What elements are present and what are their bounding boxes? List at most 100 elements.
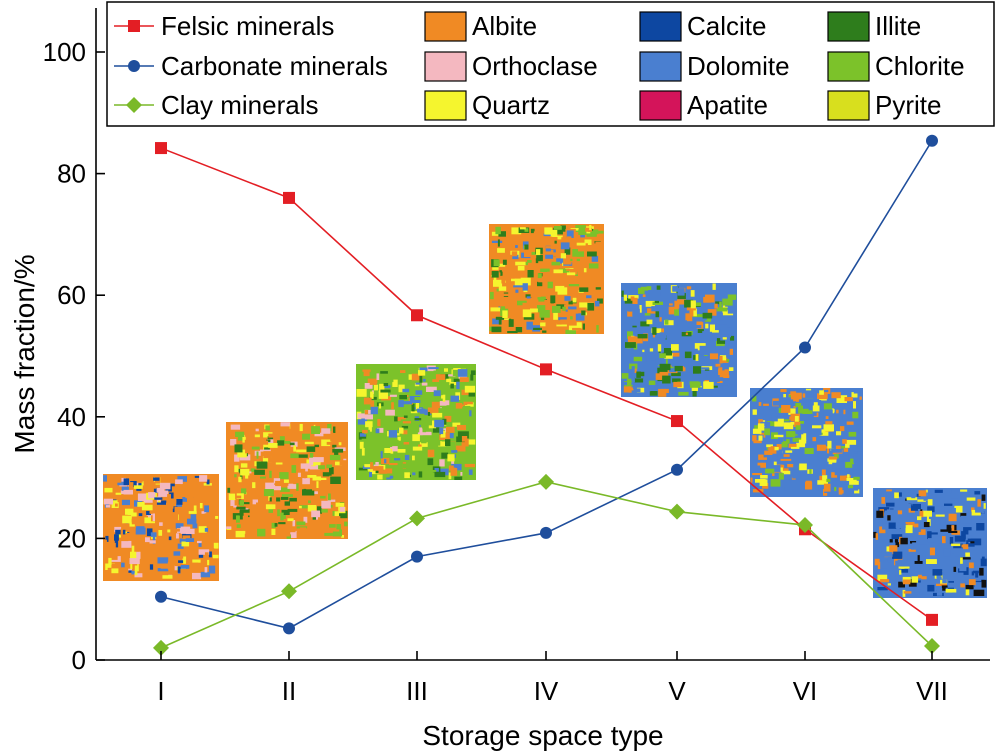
- mineral-grain: [160, 564, 170, 569]
- mineral-grain: [109, 507, 117, 513]
- mineral-grain: [752, 473, 762, 476]
- mineral-grain: [281, 494, 293, 497]
- mineral-grain: [707, 309, 717, 316]
- mineral-grain: [277, 440, 285, 446]
- mineral-grain: [572, 257, 577, 264]
- mineral-grain: [386, 477, 392, 480]
- mineral-grain: [151, 522, 160, 528]
- mineral-grain: [902, 579, 911, 585]
- mineral-grain: [166, 483, 175, 487]
- mineral-grain: [971, 571, 975, 576]
- mineral-swatch: [639, 11, 682, 42]
- mineral-grain: [245, 447, 248, 454]
- mineral-grain: [894, 492, 899, 499]
- mineral-grain: [579, 302, 588, 308]
- mineral-grain: [312, 491, 318, 495]
- mineral-grain: [975, 545, 979, 554]
- mineral-grain: [671, 344, 679, 351]
- mineral-grain: [194, 475, 202, 478]
- mineral-grain: [838, 465, 849, 473]
- mineral-grain: [536, 249, 541, 256]
- mineral-grain: [719, 290, 724, 297]
- mineral-grain: [631, 366, 635, 373]
- mineral-legend-entry: Dolomite: [639, 51, 790, 82]
- mineral-grain: [718, 369, 729, 378]
- mineral-grain: [235, 431, 245, 437]
- mineral-grain: [564, 304, 569, 310]
- mineral-grain: [932, 569, 943, 576]
- mineral-grain: [840, 426, 845, 432]
- mineral-grain: [312, 476, 322, 481]
- mineral-grain: [523, 305, 530, 310]
- mineral-grain: [401, 425, 409, 429]
- mineral-grain: [849, 444, 858, 452]
- mineral-grain: [284, 434, 292, 441]
- mineral-grain: [271, 528, 276, 535]
- mineral-grain: [136, 526, 145, 529]
- mineral-grain: [846, 478, 857, 481]
- mineral-map-III: [356, 364, 476, 480]
- mineral-grain: [550, 229, 558, 238]
- mineral-grain: [169, 492, 174, 499]
- mineral-grain: [855, 481, 863, 486]
- mineral-grain: [302, 478, 310, 485]
- mineral-grain: [182, 556, 187, 564]
- data-point: [924, 638, 940, 655]
- mineral-grain: [889, 545, 898, 552]
- mineral-grain: [677, 299, 687, 305]
- mineral-grain: [659, 363, 671, 371]
- mineral-grain: [275, 462, 283, 465]
- mineral-grain: [954, 535, 966, 542]
- mineral-grain: [176, 503, 182, 509]
- mineral-grain: [763, 452, 768, 458]
- mineral-grain: [975, 507, 984, 513]
- mineral-grain: [972, 491, 981, 495]
- mineral-grain: [328, 493, 331, 501]
- mineral-grain: [515, 327, 523, 333]
- mineral-grain: [537, 273, 542, 279]
- mineral-grain: [236, 495, 242, 499]
- mineral-grain: [648, 380, 656, 385]
- mineral-grain: [914, 565, 924, 572]
- mineral-grain: [456, 425, 466, 431]
- mineral-grain: [927, 506, 935, 513]
- mineral-grain: [432, 379, 440, 382]
- mineral-grain: [816, 444, 826, 451]
- mineral-grain: [312, 515, 316, 520]
- mineral-grain: [432, 426, 440, 433]
- mineral-grain: [654, 300, 659, 304]
- mineral-grain: [719, 301, 722, 308]
- mineral-grain: [412, 446, 423, 451]
- mineral-grain: [709, 375, 720, 382]
- mineral-grain: [489, 291, 494, 300]
- mineral-grain: [795, 425, 801, 433]
- mineral-grain: [375, 445, 384, 449]
- mineral-grain: [751, 465, 761, 470]
- mineral-grain: [326, 441, 337, 445]
- mineral-grain: [339, 529, 342, 536]
- mineral-grain: [286, 534, 291, 539]
- mineral-grain: [921, 576, 927, 580]
- mineral-grain: [415, 390, 423, 395]
- mineral-grain: [670, 352, 680, 357]
- mineral-grain: [299, 527, 307, 534]
- mineral-grain: [337, 474, 343, 479]
- mineral-grain: [794, 416, 799, 424]
- mineral-grain: [517, 300, 527, 306]
- mineral-grain: [405, 394, 409, 397]
- mineral-map-II: [226, 422, 348, 539]
- mineral-grain: [169, 528, 180, 532]
- mineral-grain: [506, 254, 511, 258]
- mineral-grain: [792, 393, 797, 399]
- mineral-grain: [451, 463, 462, 471]
- data-point: [671, 463, 683, 476]
- mineral-grain: [508, 292, 519, 296]
- mineral-grain: [197, 540, 202, 544]
- mineral-grain: [137, 544, 146, 549]
- data-point: [926, 613, 938, 626]
- mineral-grain: [812, 425, 822, 431]
- mineral-grain: [333, 426, 336, 433]
- mineral-grain: [979, 567, 984, 576]
- mineral-grain: [936, 576, 942, 580]
- mineral-grain: [395, 434, 407, 443]
